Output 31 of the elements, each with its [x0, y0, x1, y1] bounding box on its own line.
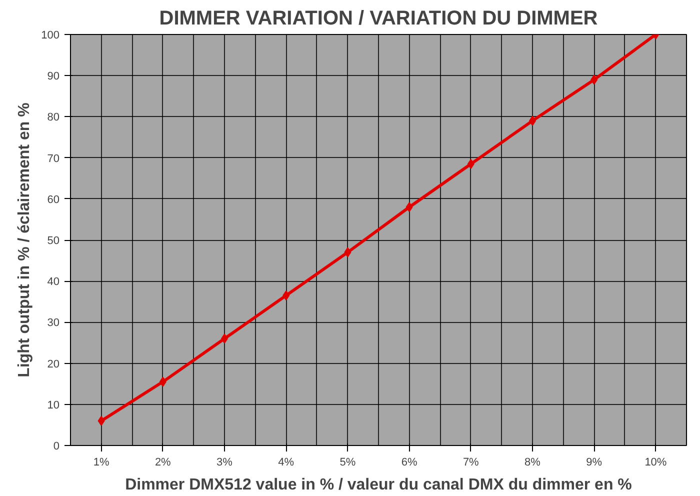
point — [98, 416, 105, 426]
point — [159, 376, 166, 387]
x-tick-label: 6% — [401, 456, 418, 468]
chart-title: DIMMER VARIATION / VARIATION DU DIMMER — [159, 8, 598, 30]
x-tick-label: 9% — [586, 456, 602, 468]
point — [467, 158, 474, 169]
x-axis-title: Dimmer DMX512 value in % / valeur du canal DMX du dimmer en % — [125, 476, 632, 494]
y-tick-label: 50 — [47, 235, 60, 247]
y-tick-label: 40 — [47, 276, 60, 288]
y-tick-label: 10 — [47, 399, 60, 412]
y-axis-title: Light output in % / éclairement en % — [16, 102, 34, 378]
x-tick-label: 4% — [278, 456, 294, 468]
point — [406, 202, 413, 212]
x-tick-label: 5% — [340, 456, 356, 468]
point — [344, 247, 352, 258]
x-tick-label: 10% — [644, 456, 667, 468]
x-tick-label: 8% — [524, 456, 541, 468]
y-tick-label: 20 — [47, 358, 60, 370]
point — [590, 74, 598, 85]
y-tick-label: 60 — [47, 194, 60, 206]
x-tick-label: 1% — [93, 456, 110, 468]
x-tick-label: 7% — [462, 456, 480, 468]
y-tick-label: 100 — [41, 30, 60, 42]
point — [282, 290, 290, 300]
x-tick-label: 3% — [216, 456, 233, 468]
y-tick-label: 30 — [47, 317, 60, 330]
y-tick-label: 80 — [47, 112, 60, 124]
y-tick-label: 0 — [53, 440, 60, 452]
y-tick-label: 90 — [47, 70, 60, 83]
y-tick-label: 70 — [47, 152, 60, 165]
x-tick-label: 2% — [154, 456, 172, 468]
